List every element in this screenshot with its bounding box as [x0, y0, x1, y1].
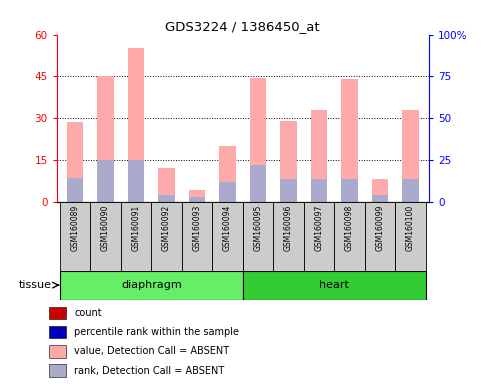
Title: GDS3224 / 1386450_at: GDS3224 / 1386450_at	[166, 20, 320, 33]
Bar	[219, 146, 236, 202]
Bar	[372, 195, 388, 202]
Bar	[158, 168, 175, 202]
Bar	[128, 48, 144, 202]
Bar	[128, 160, 144, 202]
Bar	[249, 78, 266, 202]
Bar	[158, 195, 175, 202]
Text: tissue: tissue	[19, 280, 52, 290]
Bar	[60, 202, 90, 271]
Bar	[49, 364, 67, 377]
Bar	[182, 202, 212, 271]
Bar	[334, 202, 365, 271]
Text: GSM160097: GSM160097	[315, 204, 323, 251]
Text: GSM160094: GSM160094	[223, 204, 232, 251]
Text: heart: heart	[319, 280, 349, 290]
Text: GSM160090: GSM160090	[101, 204, 110, 251]
Bar	[90, 202, 121, 271]
Text: GSM160089: GSM160089	[70, 204, 79, 251]
Text: GSM160096: GSM160096	[284, 204, 293, 251]
Text: GSM160099: GSM160099	[376, 204, 385, 251]
Bar	[280, 179, 297, 202]
Text: percentile rank within the sample: percentile rank within the sample	[74, 327, 239, 337]
Bar	[49, 345, 67, 358]
Bar	[121, 202, 151, 271]
Bar	[212, 202, 243, 271]
Text: GSM160092: GSM160092	[162, 204, 171, 251]
Text: GSM160091: GSM160091	[132, 204, 141, 251]
Bar	[49, 326, 67, 338]
Bar	[311, 110, 327, 202]
Bar	[280, 121, 297, 202]
Text: GSM160098: GSM160098	[345, 204, 354, 251]
Bar	[67, 178, 83, 202]
Bar	[249, 166, 266, 202]
Bar	[311, 179, 327, 202]
Bar	[97, 76, 114, 202]
Bar	[49, 307, 67, 319]
Bar	[189, 197, 206, 202]
Bar	[243, 202, 273, 271]
Bar	[341, 179, 358, 202]
Text: count: count	[74, 308, 102, 318]
Text: diaphragm: diaphragm	[121, 280, 181, 290]
Bar	[372, 179, 388, 202]
Bar	[243, 271, 426, 300]
Bar	[402, 110, 419, 202]
Bar	[67, 122, 83, 202]
Bar	[219, 182, 236, 202]
Bar	[151, 202, 182, 271]
Bar	[395, 202, 426, 271]
Text: GSM160093: GSM160093	[193, 204, 202, 251]
Bar	[304, 202, 334, 271]
Bar	[60, 271, 243, 300]
Bar	[402, 179, 419, 202]
Bar	[341, 79, 358, 202]
Text: rank, Detection Call = ABSENT: rank, Detection Call = ABSENT	[74, 366, 224, 376]
Bar	[189, 190, 206, 202]
Text: GSM160100: GSM160100	[406, 204, 415, 251]
Text: value, Detection Call = ABSENT: value, Detection Call = ABSENT	[74, 346, 229, 356]
Text: GSM160095: GSM160095	[253, 204, 263, 251]
Bar	[365, 202, 395, 271]
Bar	[273, 202, 304, 271]
Bar	[97, 160, 114, 202]
